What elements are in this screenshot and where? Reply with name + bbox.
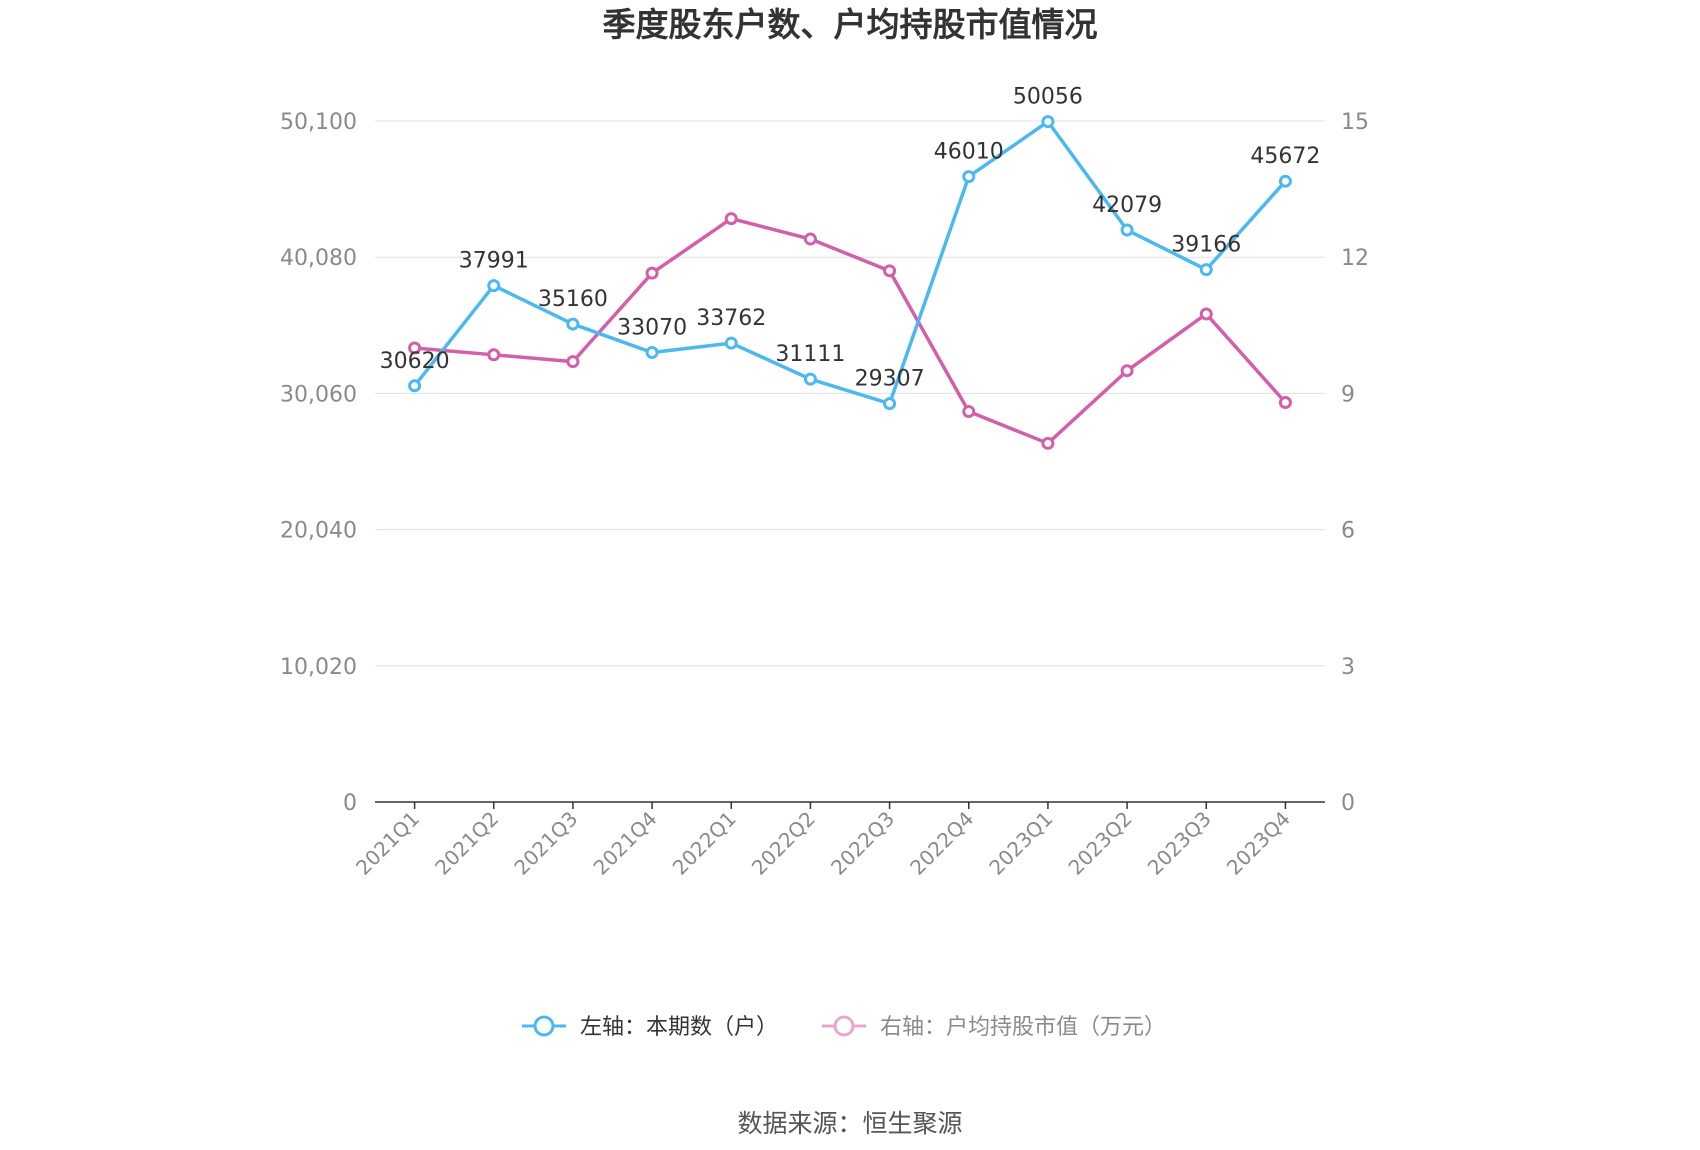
series-right-point[interactable] bbox=[724, 212, 738, 226]
left-tick-label: 10,020 bbox=[280, 655, 357, 680]
x-tick-label: 2021Q2 bbox=[430, 807, 503, 880]
x-tick-label: 2022Q3 bbox=[826, 807, 899, 880]
x-tick-label: 2021Q1 bbox=[351, 807, 424, 880]
series-right-point[interactable] bbox=[408, 341, 422, 355]
series-right-point[interactable] bbox=[962, 405, 976, 419]
series-layer bbox=[408, 115, 1292, 450]
data-label: 31111 bbox=[775, 342, 845, 367]
series-left bbox=[408, 115, 1292, 411]
series-right-point[interactable] bbox=[487, 348, 501, 362]
series-right-line bbox=[414, 216, 1287, 446]
data-labels: 30620 37991 35160 33070 33762 31111 29307 46010… bbox=[380, 85, 1321, 392]
data-label: 33762 bbox=[696, 306, 766, 331]
x-tick-label: 2023Q4 bbox=[1222, 807, 1295, 880]
legend-label-right-series: 右轴：户均持股市值（万元） bbox=[880, 1015, 1166, 1040]
data-source: 数据来源：恒生聚源 bbox=[737, 1109, 962, 1138]
series-right-point[interactable] bbox=[1041, 436, 1055, 450]
series-right-point[interactable] bbox=[1278, 395, 1292, 409]
legend: 左轴：本期数（户） 右轴：户均持股市值（万元） bbox=[522, 1015, 1166, 1040]
data-label: 42079 bbox=[1092, 193, 1162, 218]
series-left-point[interactable] bbox=[1199, 263, 1213, 277]
series-left-point[interactable] bbox=[1278, 174, 1292, 188]
data-label: 30620 bbox=[380, 349, 450, 374]
series-left-point[interactable] bbox=[487, 279, 501, 293]
right-tick-label: 3 bbox=[1341, 655, 1355, 680]
data-label: 46010 bbox=[934, 140, 1004, 165]
x-tick-label: 2022Q4 bbox=[905, 807, 978, 880]
series-left-point[interactable] bbox=[566, 317, 580, 331]
series-left-line bbox=[413, 119, 1287, 406]
left-tick-label: 50,100 bbox=[280, 110, 357, 135]
series-left-point[interactable] bbox=[803, 372, 817, 386]
legend-item-right-series[interactable]: 右轴：户均持股市值（万元） bbox=[822, 1015, 1166, 1040]
series-right-point[interactable] bbox=[1120, 364, 1134, 378]
data-label: 37991 bbox=[459, 249, 529, 274]
data-label: 39166 bbox=[1171, 233, 1241, 258]
right-tick-label: 12 bbox=[1341, 246, 1369, 271]
series-left-point[interactable] bbox=[1120, 223, 1134, 237]
series-left-point[interactable] bbox=[962, 170, 976, 184]
x-tick-label: 2021Q3 bbox=[509, 807, 582, 880]
series-right-point[interactable] bbox=[803, 232, 817, 246]
x-tick-label: 2021Q4 bbox=[589, 807, 662, 880]
x-tick-label: 2023Q1 bbox=[984, 807, 1057, 880]
series-left-point[interactable] bbox=[408, 379, 422, 393]
data-label: 35160 bbox=[538, 287, 608, 312]
right-axis: 0 3 6 9 12 15 bbox=[1341, 110, 1369, 816]
data-label: 45672 bbox=[1250, 144, 1320, 169]
series-right-point[interactable] bbox=[566, 355, 580, 369]
left-tick-label: 20,040 bbox=[280, 519, 357, 544]
legend-circle-icon bbox=[833, 1015, 855, 1037]
left-axis: 0 10,020 20,040 30,060 40,080 50,100 bbox=[280, 110, 357, 816]
series-left-point[interactable] bbox=[724, 336, 738, 350]
data-label: 29307 bbox=[855, 367, 925, 392]
series-right-point[interactable] bbox=[883, 264, 897, 278]
series-right bbox=[408, 212, 1292, 450]
legend-item-left-series[interactable]: 左轴：本期数（户） bbox=[522, 1015, 778, 1040]
right-tick-label: 0 bbox=[1341, 791, 1355, 816]
x-tick-label: 2023Q3 bbox=[1143, 807, 1216, 880]
x-axis: 2021Q1 2021Q2 2021Q3 2021Q4 2022Q1 2022Q2 2022… bbox=[351, 801, 1325, 880]
right-tick-label: 6 bbox=[1341, 519, 1355, 544]
left-tick-label: 40,080 bbox=[280, 246, 357, 271]
series-right-point[interactable] bbox=[645, 266, 659, 280]
x-tick-label: 2022Q1 bbox=[668, 807, 741, 880]
legend-label-left-series: 左轴：本期数（户） bbox=[580, 1015, 778, 1040]
right-tick-label: 9 bbox=[1341, 382, 1355, 407]
left-tick-label: 30,060 bbox=[280, 382, 357, 407]
legend-circle-icon bbox=[533, 1015, 555, 1037]
series-left-point[interactable] bbox=[883, 397, 897, 411]
x-tick-label: 2023Q2 bbox=[1064, 807, 1137, 880]
series-left-point[interactable] bbox=[645, 345, 659, 359]
data-label: 50056 bbox=[1013, 85, 1083, 110]
series-right-point[interactable] bbox=[1199, 307, 1213, 321]
series-left-point[interactable] bbox=[1041, 115, 1055, 129]
x-tick-label: 2022Q2 bbox=[747, 807, 820, 880]
data-label: 33070 bbox=[617, 315, 687, 340]
grid bbox=[375, 120, 1325, 667]
chart-title: 季度股东户数、户均持股市值情况 bbox=[603, 5, 1098, 44]
left-tick-label: 0 bbox=[343, 791, 357, 816]
right-tick-label: 15 bbox=[1341, 110, 1369, 135]
